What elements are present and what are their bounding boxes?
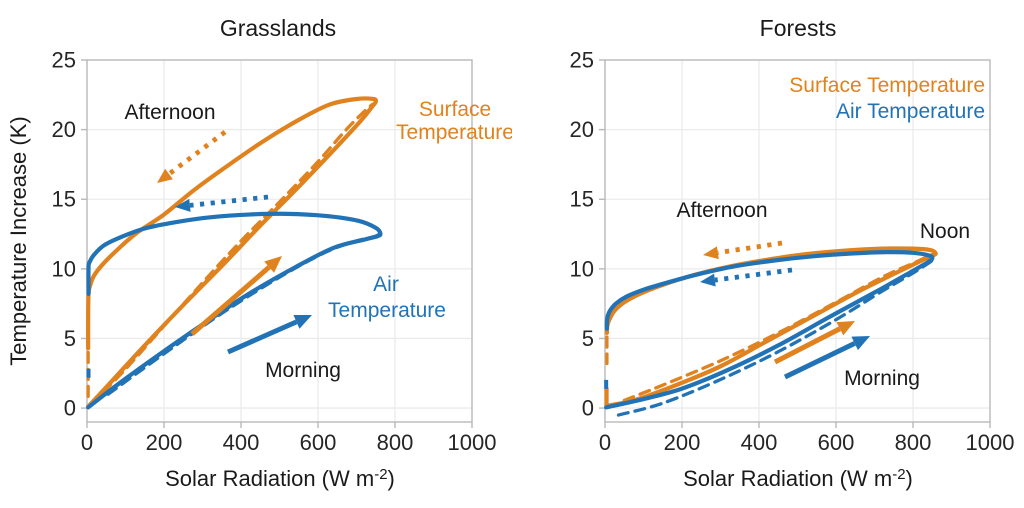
afternoon-air-arrow-head (175, 198, 191, 212)
morning-air-arrow-head (851, 336, 870, 351)
x-axis-label-main: Solar Radiation (W m (683, 466, 892, 491)
x-tick-label: 1000 (966, 430, 1015, 455)
annotation-air-temperature-line2: Temperature (328, 299, 446, 322)
annotation-noon: Noon (920, 220, 970, 243)
y-tick-label: 10 (52, 256, 76, 281)
air-temperature-marker-marker (604, 379, 609, 389)
y-tick-label: 15 (570, 187, 594, 212)
x-axis-label: Solar Radiation (W m-2) (683, 466, 913, 491)
surface-temperature-dashed--curve (89, 102, 374, 406)
x-axis-label-end: ) (906, 466, 913, 491)
annotation-surface-temperature-line2: Temperature (396, 121, 512, 144)
surface-temperature-curve (604, 246, 938, 409)
morning-air-arrow-shaft (783, 341, 856, 380)
grasslands-plot-layer: 0 200 400 600 800 1000 0 5 10 15 20 25 (52, 48, 497, 455)
x-axis-label-main: Solar Radiation (W m (165, 466, 374, 491)
x-axis-label-end: ) (388, 466, 395, 491)
air-temperature-curve (86, 211, 383, 410)
x-tick-label: 600 (300, 430, 337, 455)
morning-surface-arrow-shaft (773, 326, 842, 365)
air-temperature-dashed--curve (106, 233, 381, 396)
surface-temperature-curve (86, 96, 379, 409)
x-axis-label-superscript: -2 (892, 466, 905, 483)
annotation-afternoon: Afternoon (676, 199, 767, 222)
y-tick-label: 5 (582, 326, 594, 351)
morning-air-arrow-shaft (226, 319, 298, 355)
y-tick-label: 5 (64, 326, 76, 351)
x-tick-label: 0 (599, 430, 611, 455)
x-tick-label: 400 (223, 430, 260, 455)
forests-plot-layer: 0 200 400 600 800 1000 0 5 10 15 20 25 (570, 48, 1015, 455)
morning-surface-arrow-head (264, 256, 282, 273)
y-tick-label: 20 (570, 117, 594, 142)
x-tick-label: 800 (895, 430, 932, 455)
afternoon-surface-arrow-shaft (167, 130, 227, 176)
legend-air-temperature: Air Temperature (836, 100, 985, 123)
x-tick-label: 200 (664, 430, 701, 455)
afternoon-air-arrow-head (700, 273, 716, 287)
x-tick-label: 1000 (448, 430, 497, 455)
axes-box (86, 59, 473, 423)
y-tick-label: 10 (570, 256, 594, 281)
annotation-afternoon: Afternoon (124, 101, 215, 124)
morning-surface-arrow-head (836, 321, 855, 336)
annotation-air-temperature-line1: Air (373, 273, 399, 296)
air-temperature-curve (604, 250, 935, 410)
y-tick-label: 0 (582, 396, 594, 421)
annotation-morning: Morning (265, 359, 341, 382)
afternoon-surface-arrow-shaft (717, 240, 783, 256)
y-axis-label: Temperature Increase (K) (6, 116, 31, 365)
afternoon-surface-arrow-head (157, 168, 173, 183)
x-tick-label: 600 (818, 430, 855, 455)
afternoon-air-arrow-shaft (189, 194, 269, 208)
legend-surface-temperature: Surface Temperature (789, 74, 985, 97)
forests-chart: 0 200 400 600 800 1000 0 5 10 15 20 25 Forests Sola… (570, 15, 1015, 491)
x-tick-label: 400 (741, 430, 778, 455)
y-tick-label: 15 (52, 187, 76, 212)
grasslands-title: Grasslands (220, 15, 336, 41)
y-tick-label: 0 (64, 396, 76, 421)
annotation-surface-temperature-line1: Surface (419, 98, 491, 121)
axes-box (604, 59, 991, 423)
y-tick-label: 25 (52, 48, 76, 73)
grasslands-chart: 0 200 400 600 800 1000 0 5 10 15 20 25 Grasslands T… (6, 15, 512, 491)
y-tick-label: 20 (52, 117, 76, 142)
x-tick-label: 0 (81, 430, 93, 455)
morning-air-arrow-head (293, 314, 312, 329)
y-tick-label: 25 (570, 48, 594, 73)
morning-surface-arrow-shaft (190, 265, 271, 336)
forests-title: Forests (760, 15, 837, 41)
annotation-morning: Morning (844, 367, 920, 390)
x-axis-label-superscript: -2 (374, 466, 387, 483)
x-axis-label: Solar Radiation (W m-2) (165, 466, 395, 491)
surface-temperature-dashed--curve (622, 252, 935, 403)
afternoon-air-arrow-shaft (714, 267, 793, 283)
air-temperature-dashed--curve (616, 258, 934, 417)
x-tick-label: 800 (377, 430, 414, 455)
afternoon-surface-arrow-head (703, 246, 719, 260)
x-tick-label: 200 (146, 430, 183, 455)
air-temperature-marker-marker (86, 368, 91, 378)
